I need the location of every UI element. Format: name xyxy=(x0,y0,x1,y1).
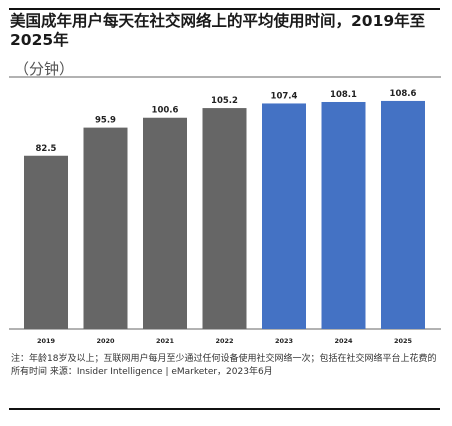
x-tick-2020: 2020 xyxy=(96,337,115,345)
value-label-2019: 82.5 xyxy=(36,144,57,154)
footnote: 注：年龄18岁及以上；互联网用户每月至少通过任何设备使用社交网络一次；包括在社交… xyxy=(11,354,437,377)
bottom-rule xyxy=(9,408,440,410)
value-label-2025: 108.6 xyxy=(390,89,417,99)
bars-group xyxy=(24,100,425,330)
bar-2025 xyxy=(381,100,425,329)
x-tick-2023: 2023 xyxy=(275,337,293,345)
bar-2023 xyxy=(262,103,306,330)
unit-label: （分钟） xyxy=(14,60,75,78)
value-label-2020: 95.9 xyxy=(95,116,116,126)
x-tick-2021: 2021 xyxy=(156,337,175,345)
bar-2020 xyxy=(83,127,128,329)
value-label-2021: 100.6 xyxy=(152,106,179,116)
bar-2019 xyxy=(24,155,68,329)
value-label-2024: 108.1 xyxy=(330,90,357,100)
value-label-2022: 105.2 xyxy=(211,96,238,106)
bar-2021 xyxy=(143,117,187,329)
value-labels-group: 82.5 95.9 100.6 105.2 107.4 108.1 108.6 xyxy=(36,89,417,154)
top-rule xyxy=(9,8,440,10)
value-label-2023: 107.4 xyxy=(271,91,298,101)
x-tick-2022: 2022 xyxy=(215,337,233,345)
chart-title: 美国成年用户每天在社交网络上的平均使用时间，2019年至2025年 xyxy=(10,12,426,49)
bar-2022 xyxy=(202,108,247,329)
x-tick-2025: 2025 xyxy=(394,337,413,345)
tick-labels-group: 2019 2020 2021 2022 2023 2024 2025 xyxy=(37,337,413,345)
bar-2024 xyxy=(321,101,366,330)
x-tick-2019: 2019 xyxy=(37,337,56,345)
x-tick-2024: 2024 xyxy=(334,337,353,345)
